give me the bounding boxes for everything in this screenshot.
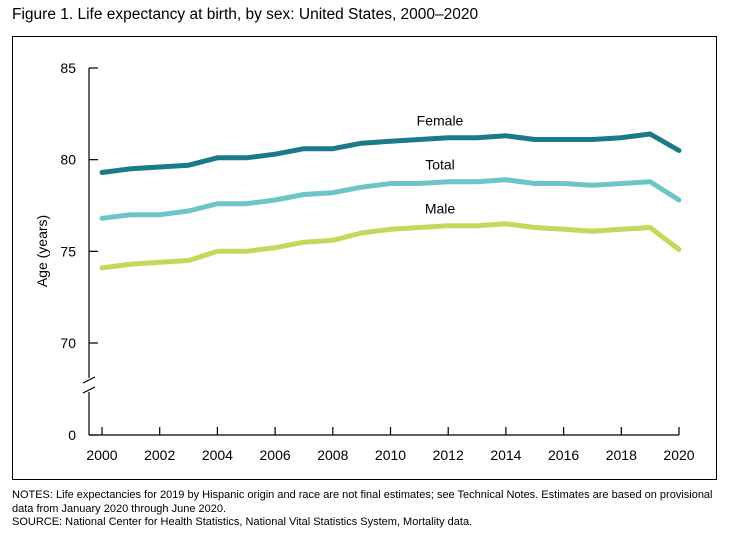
x-tick-label: 2008 [317,447,348,463]
y-tick-label: 85 [60,60,76,76]
series-label-female: Female [417,113,464,129]
y-tick-label: 0 [68,427,76,443]
axis-break-mark [82,386,96,394]
y-tick-label: 70 [60,335,76,351]
x-tick-label: 2002 [144,447,175,463]
chart-frame [12,36,717,480]
chart-title: Figure 1. Life expectancy at birth, by s… [12,6,479,23]
x-tick-label: 2018 [606,447,637,463]
series-line-male [99,221,682,271]
y-tick-label: 80 [60,152,76,168]
series-label-male: Male [425,201,456,217]
series-line-female [99,131,682,175]
axis-break-mark [82,376,96,384]
series-line-total [99,177,682,221]
source-text: SOURCE: National Center for Health Stati… [12,516,473,528]
y-tick-label: 75 [60,243,76,259]
y-axis-label: Age (years) [34,215,50,287]
notes-text: NOTES: Life expectancies for 2019 by His… [12,489,713,515]
footnotes: NOTES: Life expectancies for 2019 by His… [12,489,724,530]
x-tick-label: 2006 [260,447,291,463]
x-tick-label: 2020 [663,447,694,463]
x-tick-label: 2014 [490,447,521,463]
x-tick-label: 2010 [375,447,406,463]
series-label-total: Total [425,157,455,173]
x-tick-label: 2016 [548,447,579,463]
x-tick-label: 2012 [433,447,464,463]
x-tick-label: 2000 [86,447,117,463]
x-tick-label: 2004 [202,447,233,463]
